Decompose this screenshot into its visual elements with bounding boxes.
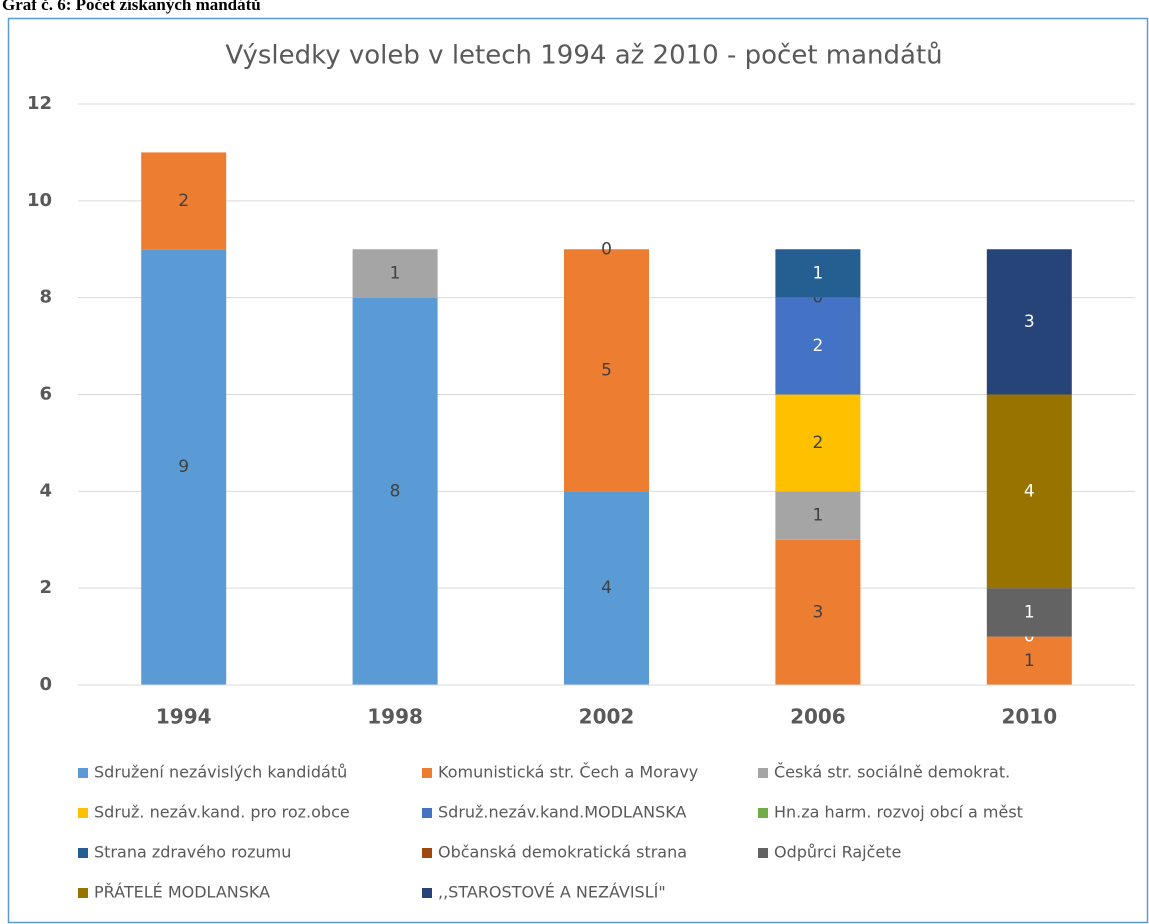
legend-swatch xyxy=(422,888,432,898)
y-tick-label: 12 xyxy=(27,93,52,114)
bar-segment xyxy=(141,249,227,685)
data-label: 0 xyxy=(601,239,612,259)
chart-title: Výsledky voleb v letech 1994 až 2010 - p… xyxy=(225,41,942,71)
data-label: 5 xyxy=(601,360,612,380)
data-label: 1 xyxy=(812,506,823,526)
legend-label: Strana zdravého rozumu xyxy=(94,843,291,862)
data-label: 1 xyxy=(812,263,823,283)
legend-swatch xyxy=(78,768,88,778)
x-tick-label: 2006 xyxy=(790,705,846,729)
bar-segment xyxy=(775,539,861,685)
bar-segment xyxy=(775,491,861,540)
x-tick-label: 1998 xyxy=(367,705,423,729)
legend-swatch xyxy=(422,848,432,858)
data-label: 4 xyxy=(601,578,612,598)
legend-label: Česká str. sociálně demokrat. xyxy=(774,763,1010,782)
legend-swatch xyxy=(78,848,88,858)
x-tick-label: 2002 xyxy=(579,705,635,729)
data-label: 2 xyxy=(812,336,823,356)
bar-segment xyxy=(775,394,861,492)
legend-swatch xyxy=(78,808,88,818)
x-tick-label: 2010 xyxy=(1001,705,1057,729)
bar-segment xyxy=(775,249,861,298)
legend-label: Komunistická str. Čech a Moravy xyxy=(438,763,698,782)
bar-segment xyxy=(564,491,649,685)
legend-swatch xyxy=(758,768,768,778)
y-tick-label: 4 xyxy=(39,480,52,501)
legend-label: Hn.za harm. rozvoj obcí a měst xyxy=(774,803,1023,822)
legend-label: Sdružení nezávislých kandidátů xyxy=(94,763,347,782)
data-label: 1 xyxy=(1024,602,1035,622)
x-tick-label: 1994 xyxy=(156,705,212,729)
bar-segment xyxy=(352,249,438,298)
bar-segment xyxy=(352,297,438,685)
y-tick-label: 8 xyxy=(39,287,52,308)
data-label: 1 xyxy=(390,263,401,283)
data-label: 4 xyxy=(1024,481,1035,501)
data-label: 2 xyxy=(812,433,823,453)
data-label: 3 xyxy=(1024,312,1035,332)
data-label: 8 xyxy=(390,481,401,501)
legend-label: Odpůrci Rajčete xyxy=(774,843,901,862)
bar-segment xyxy=(564,249,649,492)
bar-segment xyxy=(775,297,861,395)
y-tick-label: 10 xyxy=(27,190,52,211)
bar-segment xyxy=(986,249,1072,395)
y-tick-label: 0 xyxy=(39,674,52,695)
data-label: 2 xyxy=(178,191,189,211)
data-label: 1 xyxy=(1024,651,1035,671)
legend-swatch xyxy=(422,808,432,818)
legend-label: ,,STAROSTOVÉ A NEZÁVISLÍ" xyxy=(438,883,666,902)
legend-label: Sdruž. nezáv.kand. pro roz.obce xyxy=(94,803,350,822)
caption: Graf č. 6: Počet získaných mandátů xyxy=(2,0,261,14)
bar-segment xyxy=(141,152,227,250)
bar-segment xyxy=(986,394,1072,589)
legend-label: PŘÁTELÉ MODLANSKA xyxy=(94,883,270,902)
legend-label: Sdruž.nezáv.kand.MODLANSKA xyxy=(438,803,686,822)
legend-swatch xyxy=(758,848,768,858)
data-label: 3 xyxy=(812,602,823,622)
data-label: 9 xyxy=(178,457,189,477)
y-tick-label: 6 xyxy=(39,384,52,405)
bar-segment xyxy=(986,588,1072,637)
legend-swatch xyxy=(78,888,88,898)
legend-swatch xyxy=(422,768,432,778)
bar-segment xyxy=(986,636,1072,685)
legend-swatch xyxy=(758,808,768,818)
legend-label: Občanská demokratická strana xyxy=(438,843,687,862)
y-tick-label: 2 xyxy=(39,577,52,598)
